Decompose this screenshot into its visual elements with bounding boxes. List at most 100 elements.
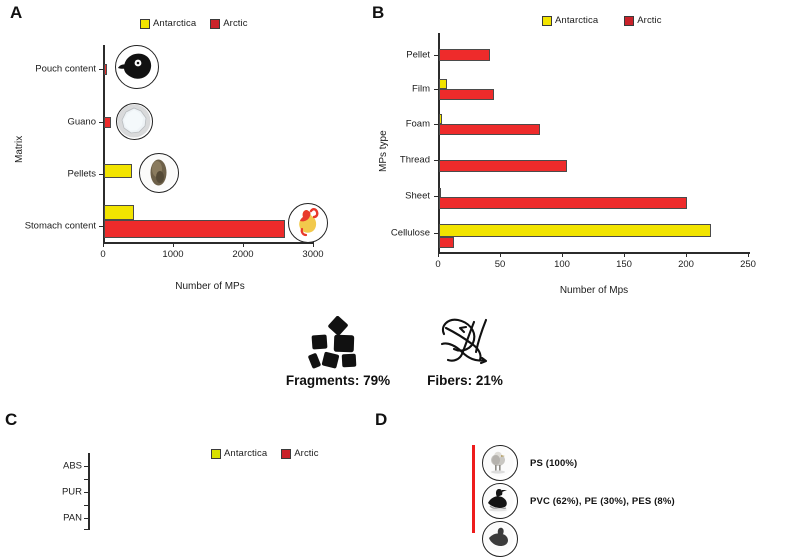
fibers-caption: Fibers: 21% xyxy=(427,373,503,388)
legend-swatch-antarctica xyxy=(140,18,150,29)
panel-b-bar-foam-antarctica xyxy=(438,114,442,124)
panel-c-yaxis xyxy=(88,453,90,530)
panel-b-yticklabel-film: Film xyxy=(412,83,430,95)
panel-a-plot: 0 1000 2000 3000 Pouch content Guano Pel… xyxy=(0,0,360,305)
panel-b-ytick-pellet xyxy=(434,55,438,56)
fibers-icon xyxy=(440,318,488,365)
fragments-block: Fragments: 79% xyxy=(278,316,398,388)
panel-c-ytick-pur xyxy=(84,492,88,493)
panel-a-yticklabel-guano: Guano xyxy=(67,116,96,128)
legend-item-antarctica: Antarctica xyxy=(542,15,598,26)
panel-a-xtick-3000 xyxy=(313,243,314,247)
panel-b-ytick-film xyxy=(434,89,438,90)
panel-a-yticklabel-pouch: Pouch content xyxy=(35,63,96,75)
panel-c-ytick-minor-1 xyxy=(84,479,88,480)
panel-b-xtick-100 xyxy=(562,253,563,257)
panel-b-bar-cellulose-antarctica xyxy=(438,224,711,237)
legend-label-antarctica: Antarctica xyxy=(555,15,599,26)
panel-b-xticklabel-0: 0 xyxy=(435,259,441,270)
panel-b-xtick-250 xyxy=(748,253,749,257)
panel-b-bar-film-antarctica xyxy=(438,79,447,89)
guano-sample-icon xyxy=(116,103,153,140)
stomach-icon xyxy=(288,203,328,243)
panel-c-yticklabel-pur: PUR xyxy=(61,486,82,498)
panel-d-row-1: PS (100%) xyxy=(482,445,577,481)
panel-a-xtick-0 xyxy=(103,243,104,247)
panel-c-legend: Antarctica Arctic xyxy=(211,448,319,459)
legend-label-arctic: Arctic xyxy=(637,15,662,26)
panel-c-ytick-pan xyxy=(84,518,88,519)
legend-label-antarctica: Antarctica xyxy=(153,18,197,29)
legend-item-antarctica: Antarctica xyxy=(140,18,196,29)
panel-a-ytick-guano xyxy=(99,122,103,123)
fragments-caption: Fragments: 79% xyxy=(285,373,391,388)
panel-b-xticklabel-150: 150 xyxy=(616,259,632,270)
panel-b-legend: Antarctica Arctic xyxy=(542,15,662,26)
panel-a-letter: A xyxy=(10,3,23,22)
panel-c: C Antarctica Arctic ABS PUR PAN xyxy=(0,405,370,530)
panel-c-plot: ABS PUR PAN xyxy=(0,405,370,530)
panel-a-xticklabel-3000: 3000 xyxy=(302,249,324,260)
panel-a-ytick-stomach xyxy=(99,226,103,227)
panel-b-ytick-sheet xyxy=(434,196,438,197)
legend-label-arctic: Arctic xyxy=(294,448,319,459)
panel-d-red-rule xyxy=(472,445,475,533)
panel-a-ytick-pouch xyxy=(99,69,103,70)
panel-b-xticklabel-200: 200 xyxy=(678,259,694,270)
panel-c-ytick-minor-2 xyxy=(84,505,88,506)
panel-a-bar-pellets-antarctica xyxy=(103,164,132,178)
panel-a-xtick-2000 xyxy=(243,243,244,247)
panel-a-yaxis xyxy=(103,45,105,243)
legend-swatch-arctic xyxy=(624,15,635,26)
legend-item-arctic: Arctic xyxy=(210,18,248,29)
panel-b-ytick-cellulose xyxy=(434,233,438,234)
panel-d-row-1-label: PS (100%) xyxy=(530,457,578,469)
panel-b-xtick-0 xyxy=(438,253,439,257)
panel-a-yticklabel-stomach: Stomach content xyxy=(24,220,96,232)
panel-b-bar-sheet-arctic xyxy=(438,197,687,209)
panel-a-xticklabel-2000: 2000 xyxy=(232,249,254,260)
panel-b-plot: 0 50 100 150 200 250 Pellet Film Foam Th… xyxy=(360,0,800,305)
panel-d-row-3 xyxy=(482,521,530,557)
panel-c-letter: C xyxy=(5,410,18,429)
panel-a-bar-stomach-arctic xyxy=(103,220,285,238)
panel-b-bar-thread-arctic xyxy=(438,160,567,172)
panel-b-bar-sheet-antarctica xyxy=(438,188,441,197)
panel-b-xaxis-title: Number of Mps xyxy=(559,285,629,296)
penguin-head-icon xyxy=(115,45,159,89)
panel-b-bar-pellet-arctic xyxy=(438,49,490,61)
panel-c-yticklabel-pan: PAN xyxy=(63,512,82,524)
panel-d-letter: D xyxy=(375,410,388,429)
panel-b-ytick-foam xyxy=(434,124,438,125)
panel-b-xtick-50 xyxy=(500,253,501,257)
panel-d-row-2: PVC (62%), PE (30%), PES (8%) xyxy=(482,483,675,519)
legend-item-arctic: Arctic xyxy=(624,15,662,26)
legend-item-antarctica: Antarctica xyxy=(211,448,267,459)
panel-c-yticklabel-abs: ABS xyxy=(62,460,82,472)
panel-b-xticklabel-100: 100 xyxy=(554,259,570,270)
panel-b-bar-cellulose-arctic xyxy=(438,237,454,248)
cormorant-icon xyxy=(482,483,518,519)
panel-a-xaxis-title: Number of MPs xyxy=(175,281,245,292)
fibers-block: Fibers: 21% xyxy=(410,316,520,388)
panel-a-legend: Antarctica Arctic xyxy=(140,18,248,29)
panel-b-yticklabel-foam: Foam xyxy=(405,118,430,130)
panel-b-yaxis xyxy=(438,33,440,253)
panel-b-yaxis-title: MPs type xyxy=(378,130,389,172)
legend-label-antarctica: Antarctica xyxy=(224,448,268,459)
panel-b: B Antarctica Arctic 0 50 100 150 200 250 xyxy=(360,0,800,305)
legend-swatch-antarctica xyxy=(211,448,221,459)
legend-swatch-arctic xyxy=(210,18,221,29)
panel-b-xaxis xyxy=(438,252,750,254)
panel-a-bar-stomach-antarctica xyxy=(103,205,134,220)
gull-icon xyxy=(482,445,518,481)
panel-a-ytick-pellets xyxy=(99,174,103,175)
legend-item-arctic: Arctic xyxy=(281,448,319,459)
legend-label-arctic: Arctic xyxy=(223,18,248,29)
seabird-icon xyxy=(482,521,518,557)
panel-b-xtick-200 xyxy=(686,253,687,257)
panel-a-yaxis-title: Matrix xyxy=(14,135,25,163)
panel-a-xticklabel-0: 0 xyxy=(100,249,106,260)
pellet-sample-icon xyxy=(139,153,179,193)
panel-b-yticklabel-sheet: Sheet xyxy=(405,190,430,202)
